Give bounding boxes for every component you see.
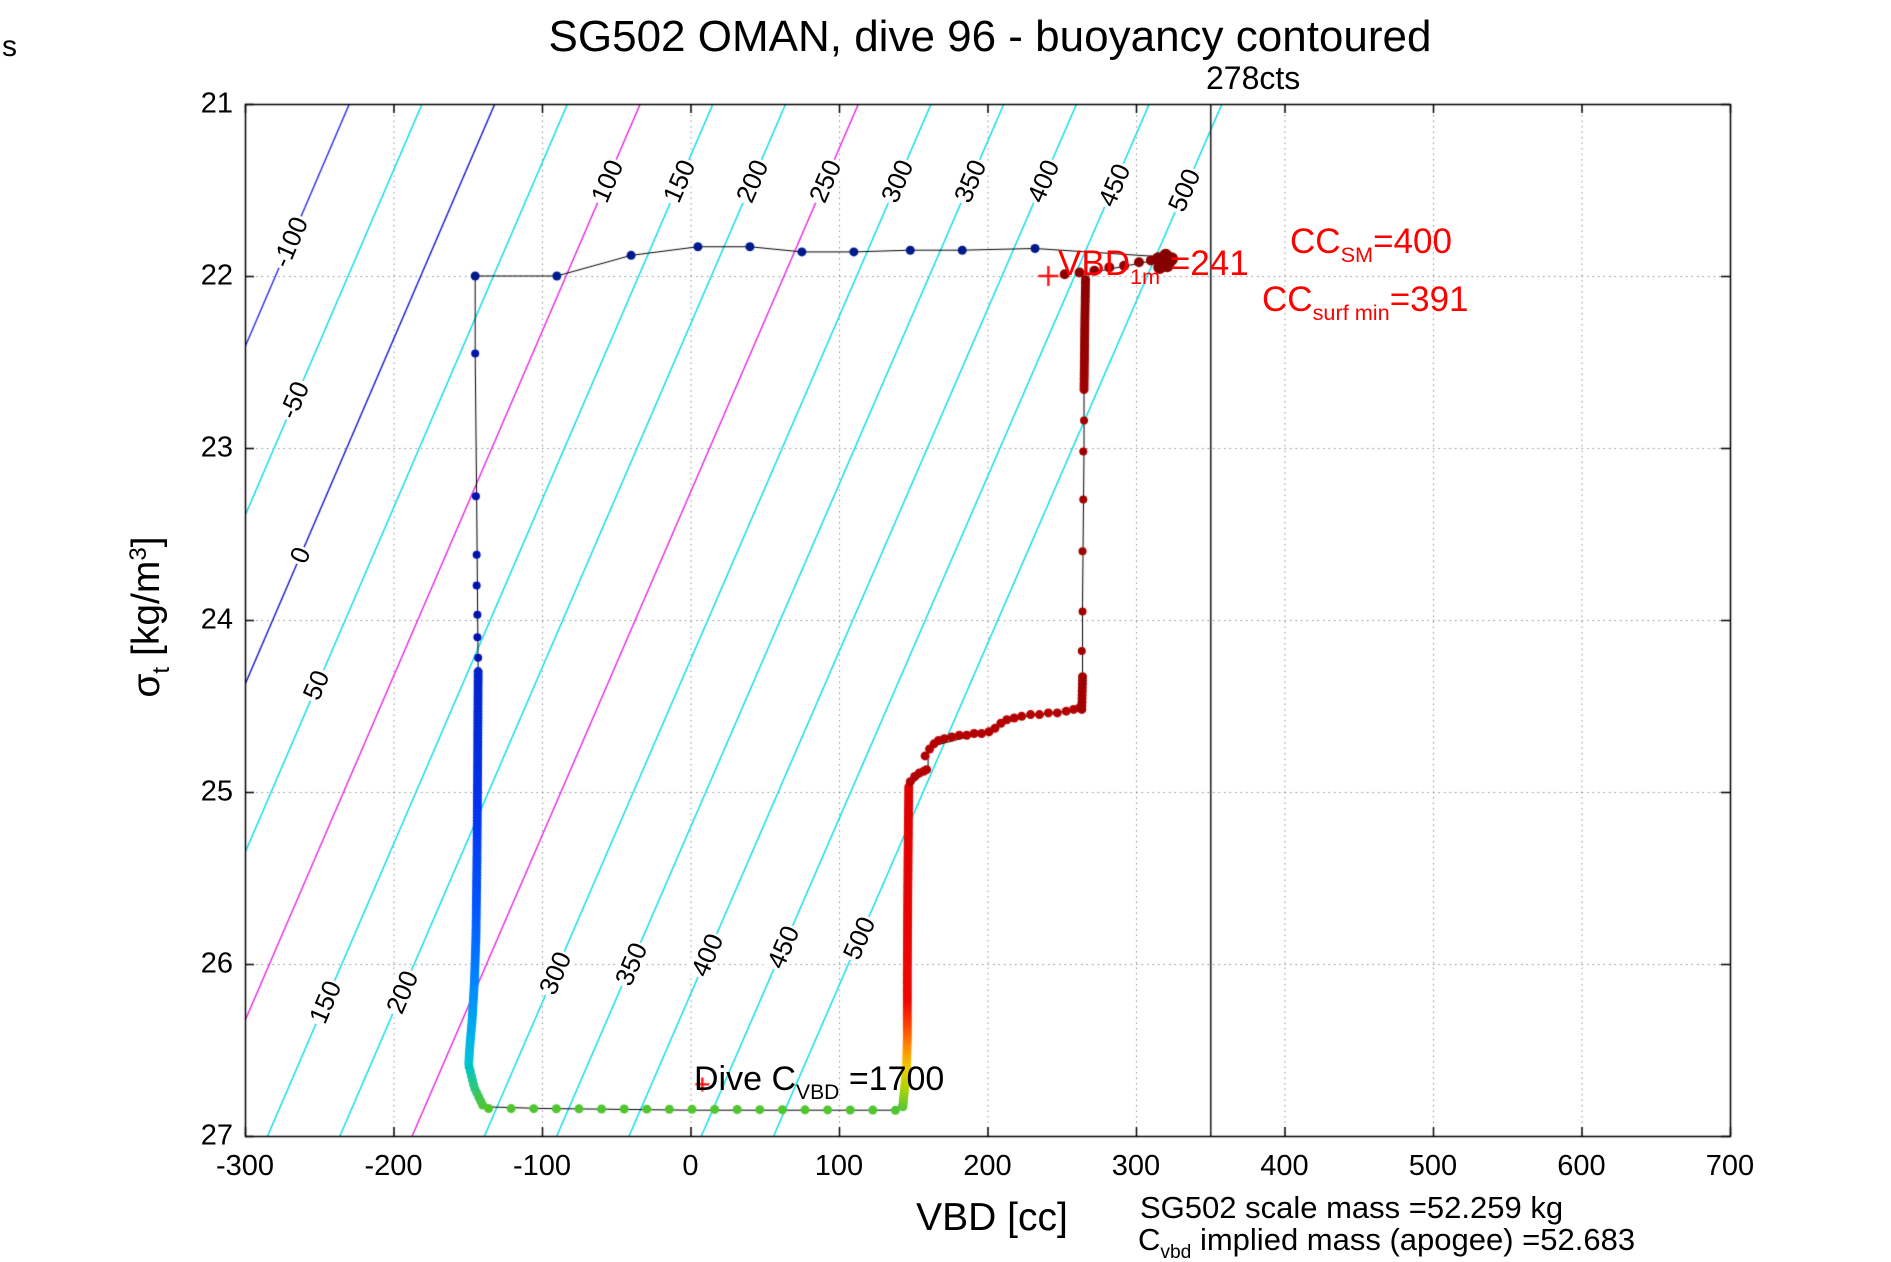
contour-label: 50: [296, 665, 336, 706]
x-tick-label: 500: [1408, 1150, 1458, 1182]
annotation-text: 1m: [1129, 264, 1161, 290]
contour-label: 500: [836, 911, 882, 966]
annotation-text: CC: [1262, 280, 1313, 319]
annotation-text: =400: [1373, 222, 1452, 261]
annotation-text: CC: [1290, 222, 1341, 261]
x-tick-label: -100: [512, 1150, 572, 1182]
contour-label: 150: [656, 154, 702, 209]
y-tick-label: 23: [200, 431, 233, 464]
contour-label: -100: [265, 210, 314, 273]
annotation-text: SG502 scale mass =52.259 kg: [1140, 1190, 1564, 1225]
x-axis-label: VBD [cc]: [916, 1196, 1068, 1239]
contour-label: 400: [684, 928, 730, 983]
x-tick-label: 400: [1260, 1150, 1309, 1182]
annotation-text: surf min: [1312, 300, 1390, 326]
y-tick-label: 25: [200, 775, 233, 808]
x-tick-label: 600: [1557, 1150, 1606, 1182]
x-tick-label: 300: [1111, 1150, 1161, 1182]
y-tick-label: 22: [200, 259, 233, 292]
contour-label: 200: [729, 154, 775, 209]
annotation-cc-surf-min: CCsurf min=391: [1262, 280, 1469, 324]
chart-title: SG502 OMAN, dive 96 - buoyancy contoured: [548, 12, 1432, 61]
annotation-implied-mass: Cvbd implied mass (apogee) =52.683: [1138, 1222, 1636, 1262]
contour-label: 300: [874, 154, 920, 209]
y-tick-label: 21: [200, 87, 233, 120]
annotation-text: C: [1138, 1222, 1161, 1257]
annotation-scale-mass: SG502 scale mass =52.259 kg: [1140, 1190, 1564, 1225]
x-tick-label: 100: [814, 1150, 864, 1182]
annotation-text: =1700: [839, 1060, 945, 1098]
annotation-cc-sm: CCSM=400: [1290, 222, 1452, 266]
annotation-dive-cvbd: Dive CVBD =1700: [694, 1060, 945, 1103]
contour-label: 350: [947, 154, 993, 209]
annotation-text: =241: [1160, 244, 1249, 283]
contour-label: 150: [302, 974, 348, 1029]
contour-label: 450: [760, 919, 806, 974]
contour-label: 300: [532, 945, 578, 1000]
annotation-text: implied mass (apogee) =52.683: [1191, 1222, 1636, 1257]
annotation-text: SM: [1340, 242, 1374, 268]
contour-label: 450: [1091, 157, 1137, 212]
contour-label: -50: [273, 375, 316, 425]
x-tick-label: 0: [682, 1150, 699, 1182]
y-tick-label: 27: [200, 1119, 233, 1152]
x-tick-label: 700: [1705, 1150, 1755, 1182]
contour-label: 500: [1161, 163, 1207, 217]
annotation-text: =391: [1389, 280, 1469, 319]
x-tick-label: -200: [364, 1150, 423, 1182]
stray-character: s: [2, 30, 17, 63]
annotation-vbd-1m: VBD1m =241: [1058, 244, 1249, 288]
contour-label: 0: [283, 541, 317, 569]
x-tick-label: 200: [963, 1150, 1012, 1182]
y-tick-label: 26: [200, 947, 233, 980]
annotation-text: 278cts: [1206, 60, 1301, 96]
x-tick-label: -300: [215, 1150, 275, 1182]
annotation-text: VBD: [796, 1080, 840, 1104]
annotation-text: VBD: [1058, 244, 1130, 283]
annotation-text: vbd: [1160, 1242, 1192, 1262]
contour-label: 400: [1020, 154, 1066, 209]
contour-label: 250: [802, 154, 848, 209]
contour-label: 350: [608, 937, 654, 991]
annotation-text: Dive C: [694, 1060, 797, 1098]
contour-label: 100: [584, 154, 629, 209]
contour-label: 200: [379, 964, 425, 1019]
y-tick-label: 24: [200, 603, 233, 636]
annotation-counts: 278cts: [1206, 60, 1301, 96]
